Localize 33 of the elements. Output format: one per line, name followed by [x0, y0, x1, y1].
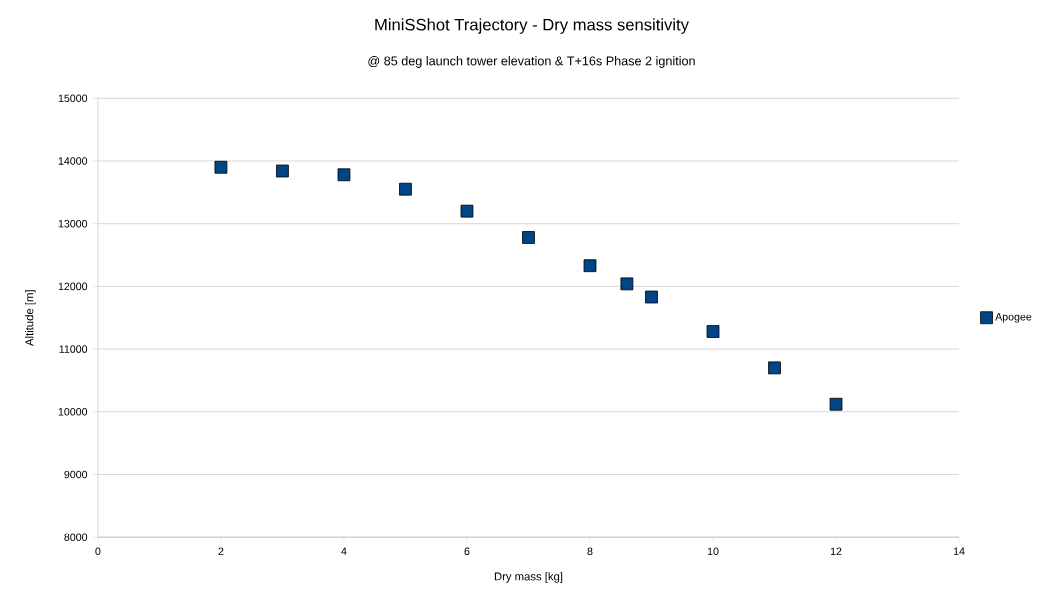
point — [768, 361, 781, 375]
point — [583, 259, 597, 273]
chart-title: MiniSShot Trajectory - Dry mass sensitivity — [375, 18, 689, 34]
x-tick-label: 14 — [953, 547, 965, 555]
point — [829, 397, 843, 411]
legend-label: Apogee — [995, 313, 1032, 323]
point — [337, 168, 351, 182]
y-tick-label: 9000 — [64, 470, 88, 479]
x-tick-label: 8 — [587, 547, 593, 556]
point — [399, 182, 412, 196]
y-tick-label: 8000 — [64, 533, 88, 541]
x-tick-label: 4 — [341, 547, 347, 555]
point — [620, 277, 634, 291]
x-tick-label: 6 — [464, 547, 470, 556]
x-axis-title: Dry mass [kg] — [494, 572, 563, 583]
y-tick-label: 11000 — [59, 345, 88, 353]
point — [214, 160, 228, 174]
point — [706, 325, 720, 338]
point — [276, 164, 289, 178]
chart-subtitle: @ 85 deg launch tower elevation & T+16s Phase 2 ignition — [368, 56, 695, 68]
y-axis-title: Altitude [m] — [25, 290, 36, 346]
point — [522, 231, 535, 244]
y-tick-label: 14000 — [58, 157, 88, 165]
x-tick-label: 2 — [218, 547, 224, 555]
point — [460, 204, 474, 218]
y-tick-label: 12000 — [58, 282, 88, 291]
y-tick-label: 15000 — [58, 94, 88, 103]
x-tick-label: 0 — [95, 547, 101, 556]
x-tick-label: 12 — [830, 547, 842, 555]
x-tick-label: 10 — [707, 547, 719, 556]
point — [645, 290, 658, 304]
y-tick-label: 10000 — [58, 408, 88, 416]
y-tick-label: 13000 — [58, 219, 88, 228]
